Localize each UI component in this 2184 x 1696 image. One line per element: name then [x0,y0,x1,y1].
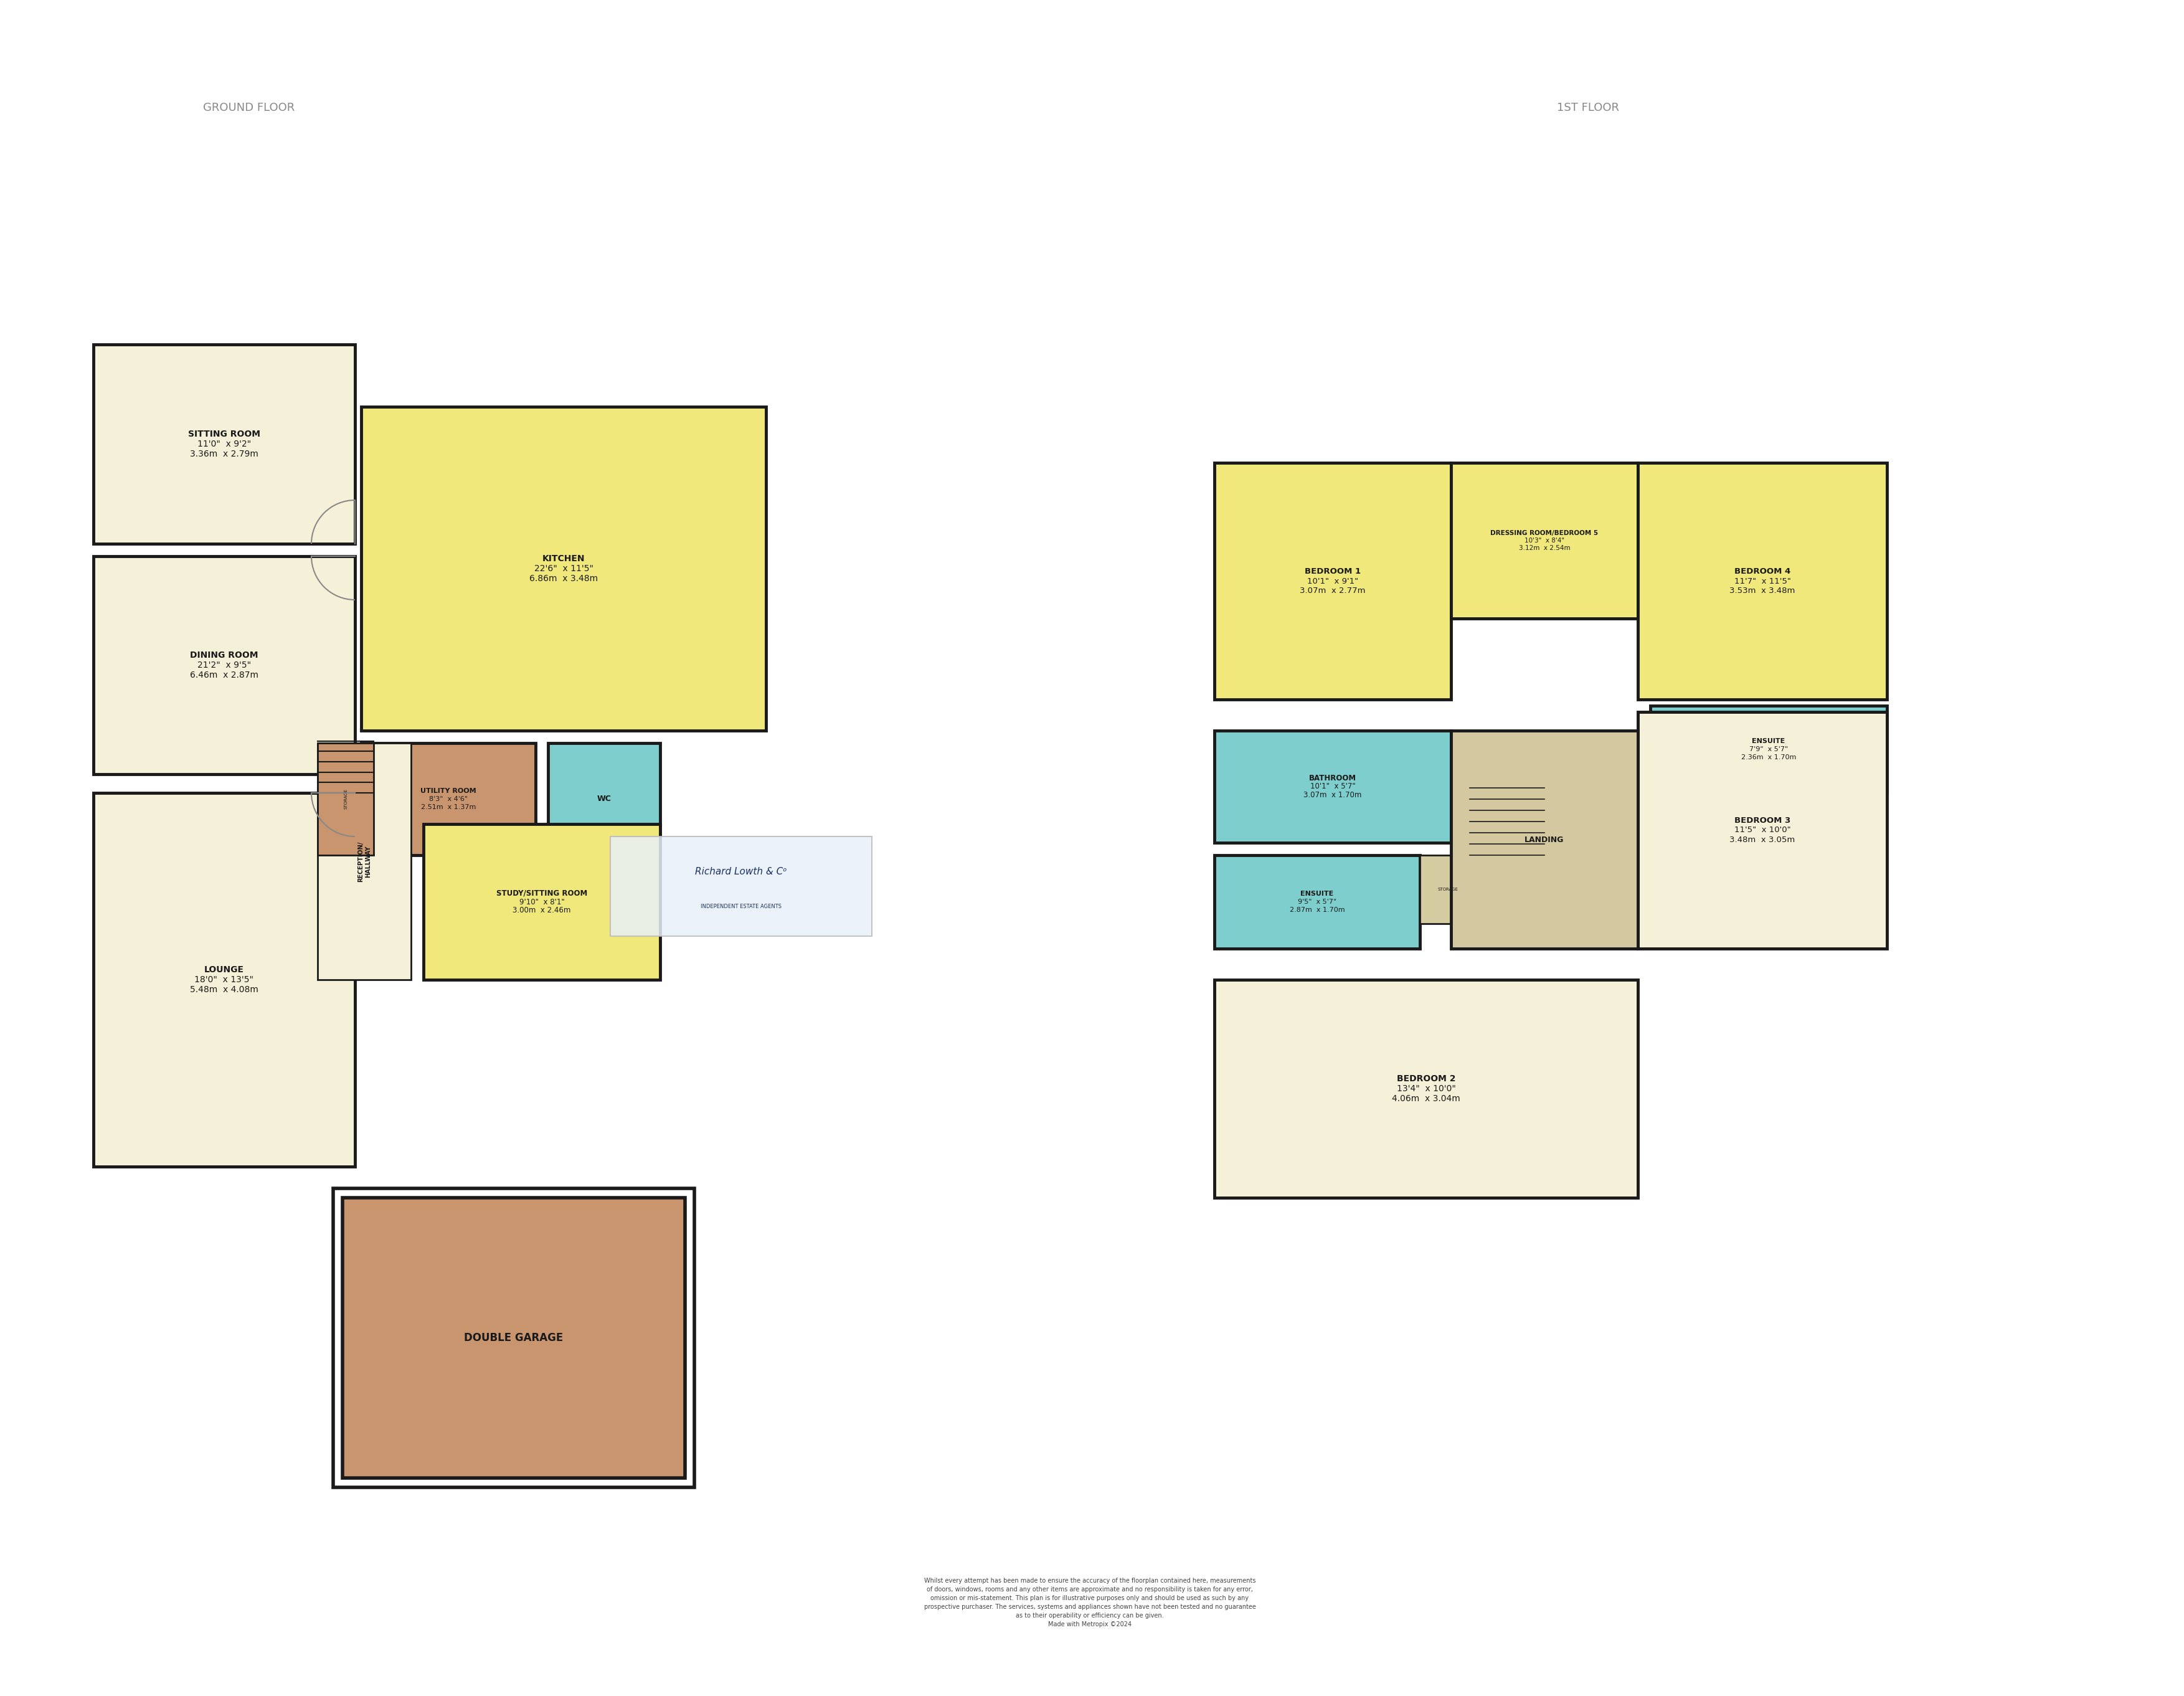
Text: 3.07m  x 1.70m: 3.07m x 1.70m [1304,790,1363,799]
Text: 3.53m  x 3.48m: 3.53m x 3.48m [1730,587,1795,595]
Text: 6.86m  x 3.48m: 6.86m x 3.48m [529,575,598,583]
Bar [1638,712,1887,948]
Text: STUDY/SITTING ROOM: STUDY/SITTING ROOM [496,889,587,897]
Text: BEDROOM 2: BEDROOM 2 [1398,1074,1455,1084]
Text: 21'2"  x 9'5": 21'2" x 9'5" [197,661,251,670]
Bar [317,743,411,980]
Text: 11'7"  x 11'5": 11'7" x 11'5" [1734,577,1791,585]
Text: RECEPTION/
HALLWAY: RECEPTION/ HALLWAY [358,841,371,882]
Text: BATHROOM: BATHROOM [1308,773,1356,782]
Text: 2.51m  x 1.37m: 2.51m x 1.37m [422,804,476,811]
Text: 11'0"  x 9'2": 11'0" x 9'2" [197,439,251,448]
Bar [1214,731,1450,843]
Bar [317,743,373,855]
Text: SITTING ROOM: SITTING ROOM [188,429,260,439]
Text: LOUNGE: LOUNGE [205,965,245,974]
Text: ENSUITE: ENSUITE [1299,890,1334,897]
Bar [1450,731,1638,948]
Text: 10'1"  x 5'7": 10'1" x 5'7" [1310,782,1356,790]
Text: WC: WC [596,795,612,804]
Bar [94,556,356,773]
Text: 6.46m  x 2.87m: 6.46m x 2.87m [190,672,258,680]
Text: DOUBLE GARAGE: DOUBLE GARAGE [465,1333,563,1343]
Text: 2.87m  x 1.70m: 2.87m x 1.70m [1289,907,1345,912]
Bar [1638,463,1887,699]
Text: UTILITY ROOM: UTILITY ROOM [422,789,476,794]
Text: STORAGE: STORAGE [343,789,347,809]
Text: 2.36m  x 1.70m: 2.36m x 1.70m [1741,755,1795,760]
Text: 1ST FLOOR: 1ST FLOOR [1557,102,1618,114]
Bar [1651,706,1887,792]
Bar [1214,855,1420,948]
Text: ENSUITE: ENSUITE [1752,738,1784,745]
Bar [94,792,356,1167]
Bar [1214,980,1638,1197]
Text: GROUND FLOOR: GROUND FLOOR [203,102,295,114]
Bar [424,824,660,980]
Text: 7'9"  x 5'7": 7'9" x 5'7" [1749,746,1789,753]
Text: 10'3"  x 8'4": 10'3" x 8'4" [1524,538,1564,544]
Text: 3.36m  x 2.79m: 3.36m x 2.79m [190,449,258,458]
Text: 9'10"  x 8'1": 9'10" x 8'1" [520,897,563,906]
Bar [548,743,660,855]
Text: 3.48m  x 3.05m: 3.48m x 3.05m [1730,836,1795,845]
Bar [1450,463,1638,619]
Text: Whilst every attempt has been made to ensure the accuracy of the floorplan conta: Whilst every attempt has been made to en… [924,1577,1256,1628]
Bar [343,1197,686,1477]
Text: 3.00m  x 2.46m: 3.00m x 2.46m [513,906,570,914]
Text: DINING ROOM: DINING ROOM [190,651,258,660]
Text: 18'0"  x 13'5": 18'0" x 13'5" [194,975,253,984]
Text: BEDROOM 3: BEDROOM 3 [1734,817,1791,824]
Text: DRESSING ROOM/BEDROOM 5: DRESSING ROOM/BEDROOM 5 [1489,531,1599,536]
Text: INDEPENDENT ESTATE AGENTS: INDEPENDENT ESTATE AGENTS [701,904,782,909]
Text: 9'5"  x 5'7": 9'5" x 5'7" [1297,899,1337,906]
Bar [334,1189,695,1487]
Bar [94,344,356,544]
Bar [1214,463,1450,699]
Text: Richard Lowth & Cᵒ: Richard Lowth & Cᵒ [695,867,786,877]
Bar [609,836,871,936]
Text: BEDROOM 4: BEDROOM 4 [1734,568,1791,575]
Text: 3.12m  x 2.54m: 3.12m x 2.54m [1518,544,1570,551]
Text: 13'4"  x 10'0": 13'4" x 10'0" [1396,1084,1457,1094]
Bar [360,743,535,855]
Text: BEDROOM 1: BEDROOM 1 [1304,568,1361,575]
Text: 10'1"  x 9'1": 10'1" x 9'1" [1306,577,1358,585]
Text: 22'6"  x 11'5": 22'6" x 11'5" [535,565,594,573]
Text: LANDING: LANDING [1524,836,1564,843]
Text: KITCHEN: KITCHEN [542,555,585,563]
Text: STORAGE: STORAGE [1437,887,1459,892]
Bar [360,407,767,731]
Bar [1420,855,1476,924]
Text: 3.07m  x 2.77m: 3.07m x 2.77m [1299,587,1365,595]
Text: 11'5"  x 10'0": 11'5" x 10'0" [1734,826,1791,834]
Text: 8'3"  x 4'6": 8'3" x 4'6" [428,795,467,802]
Text: 4.06m  x 3.04m: 4.06m x 3.04m [1391,1094,1461,1102]
Text: 5.48m  x 4.08m: 5.48m x 4.08m [190,985,258,994]
